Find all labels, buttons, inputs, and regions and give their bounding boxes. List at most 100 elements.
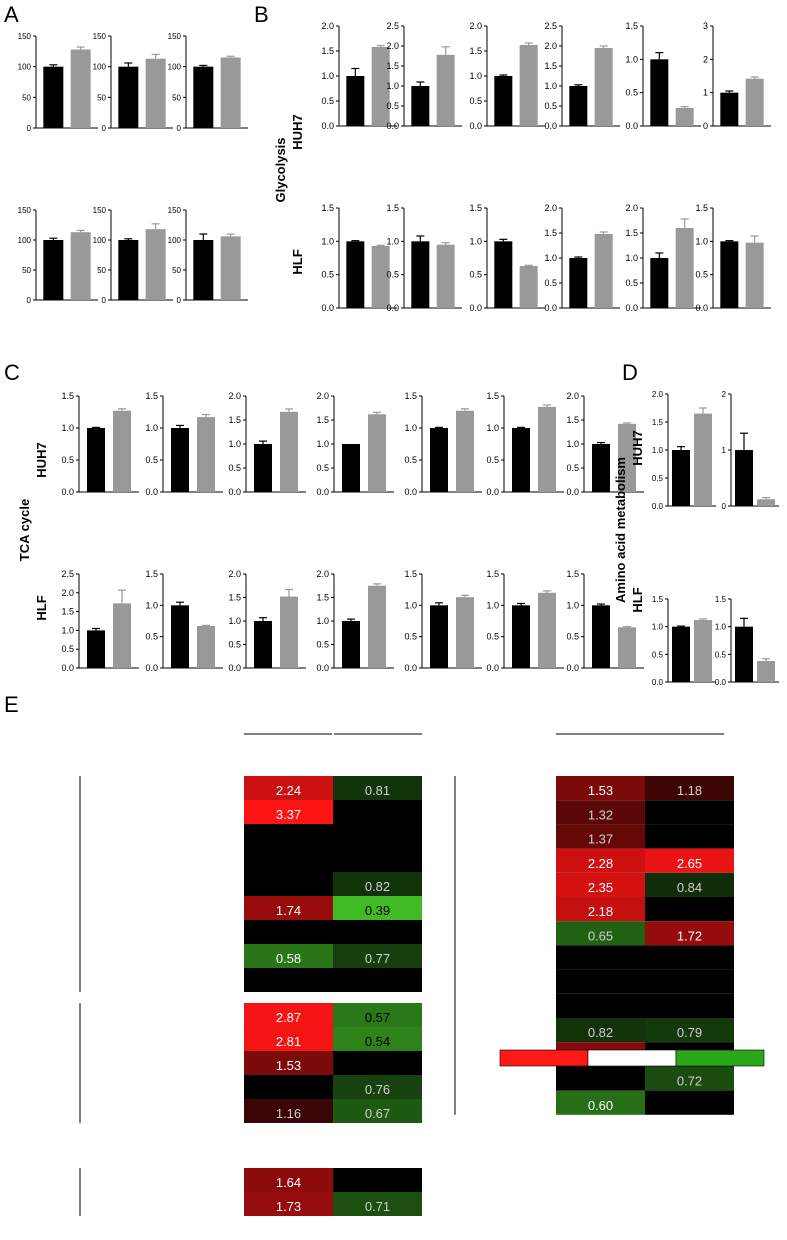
bar-chart-a-gluc-huh7: 0 50 100 150 xyxy=(18,32,98,133)
side-label-d-huh7: HUH7 xyxy=(630,430,645,465)
bar-chart-c-huh7-sdhd: 0.0 0.5 1.0 1.5 2.0 xyxy=(566,391,644,497)
heatmap-cell xyxy=(556,776,645,801)
y-tick-label: 1.5 xyxy=(145,391,158,401)
heatmap-cell xyxy=(645,1018,734,1043)
bar-chart-b-hlf-ldhb: 0.0 0.5 1.0 1.5 2.0 xyxy=(625,203,701,313)
cell-value: 1.37 xyxy=(588,832,613,847)
heatmap-cell xyxy=(556,1090,645,1115)
bar-chart-c-hlf-idh3b: 0.0 0.5 1.0 1.5 xyxy=(145,569,223,673)
bar-treated xyxy=(456,597,474,668)
y-tick-label: 0.5 xyxy=(321,96,334,106)
y-tick-label: 150 xyxy=(18,206,32,215)
heatmap-cell xyxy=(556,897,645,922)
bar-treated xyxy=(197,417,215,492)
scale-swatch xyxy=(499,1049,589,1067)
y-tick-label: 3 xyxy=(703,21,708,31)
y-tick-label: 0.0 xyxy=(145,663,158,673)
bar-control xyxy=(346,76,365,126)
y-tick-label: 0.0 xyxy=(544,121,557,131)
y-tick-label: 0 xyxy=(177,124,182,133)
bar-treated xyxy=(368,585,386,668)
cell-value: 2.65 xyxy=(677,856,702,871)
bar-chart-b-huh7-hk2: 0.0 0.5 1.0 1.5 2.0 2.5 xyxy=(386,21,462,131)
y-tick-label: 1.5 xyxy=(486,391,499,401)
bar-treated xyxy=(145,229,166,300)
heatmap-cell xyxy=(244,1099,333,1123)
heatmap-cell xyxy=(333,1192,422,1216)
y-tick-label: 0.0 xyxy=(61,663,74,673)
panel-c: 0.00.51.01.50.00.51.01.50.00.51.01.52.00… xyxy=(61,391,644,673)
bar-control xyxy=(735,626,753,682)
bar-control xyxy=(87,630,105,668)
y-tick-label: 0.0 xyxy=(321,121,334,131)
y-tick-label: 100 xyxy=(93,63,107,72)
y-tick-label: 1.5 xyxy=(316,593,329,603)
panel-label-d: D xyxy=(622,360,638,385)
heatmap-cell xyxy=(333,1027,422,1051)
bar-chart-c-hlf-sdhd: 0.0 0.5 1.0 1.5 xyxy=(566,569,644,673)
y-tick-label: 2.5 xyxy=(61,569,74,579)
bar-treated xyxy=(519,45,538,126)
y-tick-label: 0.5 xyxy=(486,632,499,642)
heatmap-cell xyxy=(645,776,734,801)
y-tick-label: 0.5 xyxy=(544,101,557,111)
bar-treated xyxy=(70,49,91,128)
bar-treated xyxy=(594,234,613,308)
y-tick-label: 0.5 xyxy=(386,270,399,280)
heatmap-cell xyxy=(333,1051,422,1075)
y-tick-label: 1.5 xyxy=(404,569,417,579)
bar-chart-b-hlf-pdhx: 0.0 0.5 1.0 1.5 xyxy=(469,203,545,313)
bar-treated xyxy=(280,596,298,668)
y-tick-label: 0 xyxy=(27,296,32,305)
bar-control xyxy=(672,450,690,506)
y-tick-label: 0.0 xyxy=(566,663,579,673)
cell-value: 0.54 xyxy=(365,1034,390,1049)
y-tick-label: 1.5 xyxy=(386,203,399,213)
bar-control xyxy=(650,258,669,308)
bar-treated xyxy=(371,47,390,126)
y-tick-label: 2 xyxy=(703,54,708,64)
y-tick-label: 0.5 xyxy=(715,650,727,659)
heatmap-group: 2.24 0.81 3.37 0.82 1.74 0.39 0.58 0.77 xyxy=(79,776,422,992)
bar-control xyxy=(569,86,588,126)
cell-value: 1.32 xyxy=(588,807,613,822)
bar-chart-c-hlf-ogdh: 0.0 0.5 1.0 1.5 2.0 xyxy=(228,569,306,673)
bar-treated xyxy=(371,246,390,308)
cell-value: 2.81 xyxy=(276,1034,301,1049)
heatmap-cell xyxy=(556,969,645,994)
y-tick-label: 1.5 xyxy=(625,21,638,31)
cell-value: 1.53 xyxy=(276,1058,301,1073)
heatmap-cell xyxy=(333,872,422,896)
y-tick-label: 0 xyxy=(27,124,32,133)
heatmap-group: 1.64 1.73 0.71 xyxy=(79,1168,422,1216)
heatmap-cell xyxy=(333,896,422,920)
y-tick-label: 1.5 xyxy=(695,203,708,213)
cell-value: 2.35 xyxy=(588,880,613,895)
y-tick-label: 1.5 xyxy=(61,391,74,401)
bar-treated xyxy=(675,228,694,308)
bar-chart-d-hlf-gpt1: 0.0 0.5 1.0 1.5 xyxy=(715,595,779,687)
heatmap-cell xyxy=(244,1192,333,1216)
y-tick-label: 150 xyxy=(18,32,32,41)
y-tick-label: 2.0 xyxy=(321,21,334,31)
y-tick-label: 0.0 xyxy=(386,121,399,131)
heatmap-cell xyxy=(244,800,333,824)
heatmap-cell xyxy=(244,1027,333,1051)
bar-treated xyxy=(113,603,131,668)
bar-control xyxy=(512,605,530,668)
cell-value: 0.82 xyxy=(365,879,390,894)
heatmap-cell xyxy=(244,1075,333,1099)
bar-chart-a-lact-hlf: 0 50 100 150 xyxy=(168,206,248,305)
y-tick-label: 1.0 xyxy=(652,623,664,632)
y-tick-label: 0.0 xyxy=(61,487,74,497)
y-tick-label: 150 xyxy=(168,32,182,41)
bar-treated xyxy=(436,54,455,126)
y-tick-label: 1.0 xyxy=(145,423,158,433)
y-tick-label: 0.0 xyxy=(469,303,482,313)
y-tick-label: 0.5 xyxy=(652,650,664,659)
y-tick-label: 0.5 xyxy=(566,632,579,642)
y-tick-label: 1.5 xyxy=(544,61,557,71)
y-tick-label: 1.5 xyxy=(652,595,664,604)
y-tick-label: 1.5 xyxy=(145,569,158,579)
y-tick-label: 0.5 xyxy=(145,632,158,642)
